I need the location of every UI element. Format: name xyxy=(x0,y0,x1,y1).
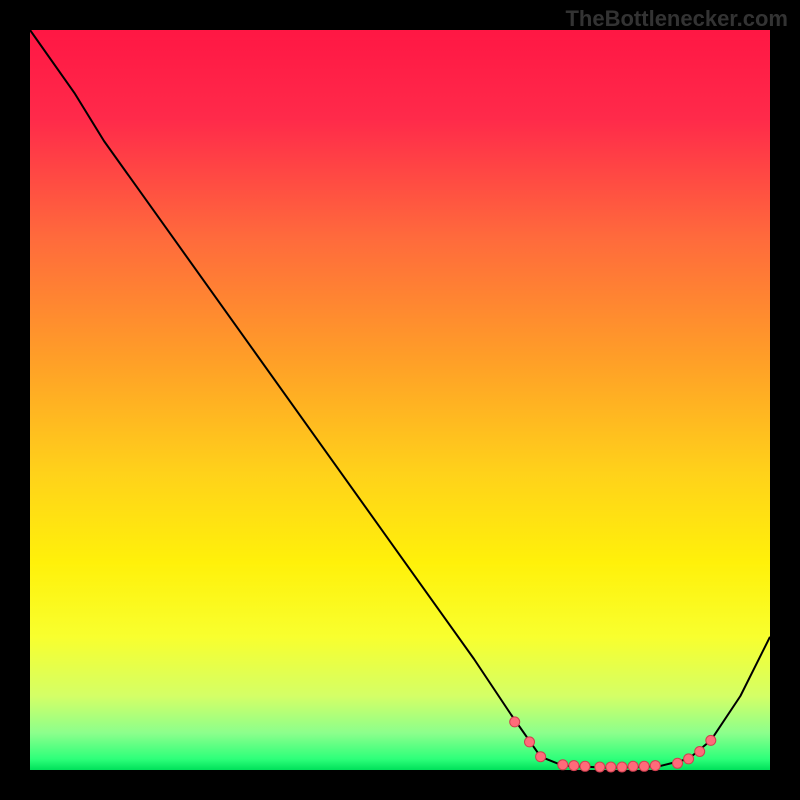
data-marker xyxy=(628,761,638,771)
data-marker xyxy=(536,752,546,762)
data-marker xyxy=(525,737,535,747)
data-marker xyxy=(569,761,579,771)
data-marker xyxy=(558,760,568,770)
data-marker xyxy=(580,761,590,771)
data-marker xyxy=(639,761,649,771)
data-marker xyxy=(684,754,694,764)
data-marker xyxy=(650,761,660,771)
bottleneck-chart xyxy=(0,0,800,800)
data-marker xyxy=(706,735,716,745)
data-marker xyxy=(617,762,627,772)
plot-background xyxy=(30,30,770,770)
data-marker xyxy=(595,762,605,772)
data-marker xyxy=(606,762,616,772)
data-marker xyxy=(673,758,683,768)
data-marker xyxy=(510,717,520,727)
data-marker xyxy=(695,747,705,757)
watermark-text: TheBottlenecker.com xyxy=(565,6,788,32)
